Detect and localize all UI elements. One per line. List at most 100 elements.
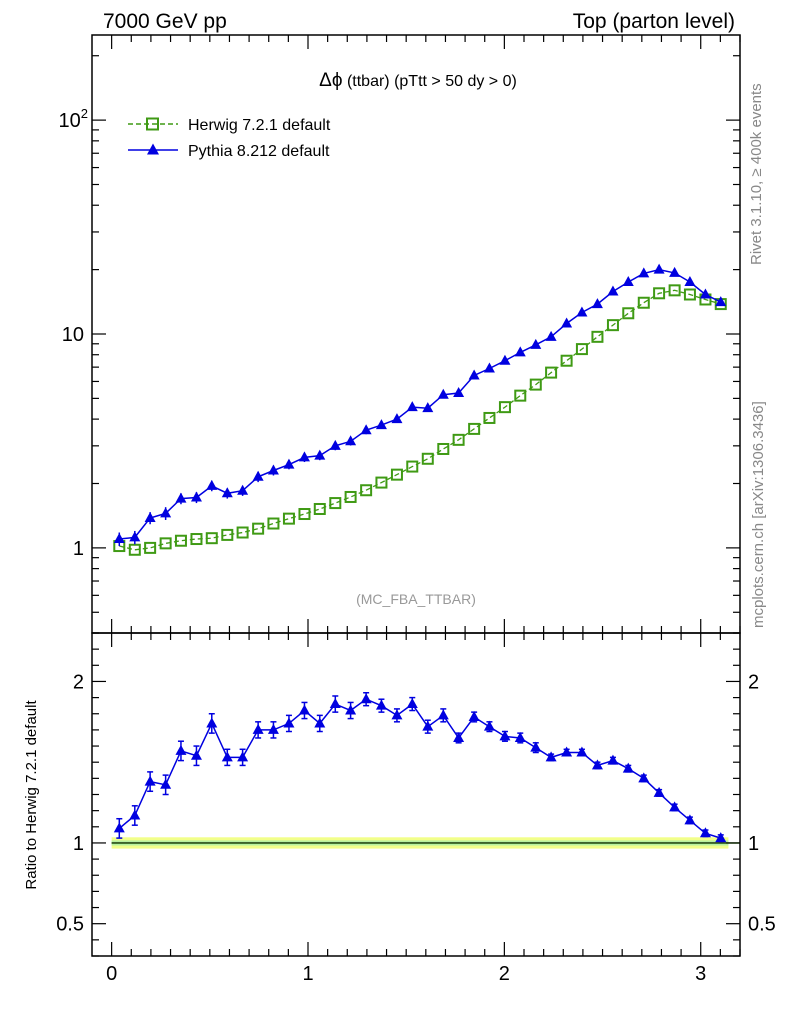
pythia-point — [576, 306, 588, 317]
pythia-point — [283, 458, 295, 469]
side-rivet-label: Rivet 3.1.10, ≥ 400k events — [748, 83, 765, 265]
ratio-pythia-point — [252, 723, 264, 734]
pythia-point — [653, 263, 665, 274]
herwig-point — [174, 534, 187, 547]
ratio-pythia-point — [591, 759, 603, 770]
herwig-point — [375, 476, 388, 489]
herwig-point — [390, 468, 403, 481]
analysis-tag: (MC_FBA_TTBAR) — [356, 591, 476, 607]
pythia-point — [561, 317, 573, 328]
herwig-point — [668, 284, 681, 297]
pythia-point — [591, 298, 603, 309]
legend-pythia-label: Pythia 8.212 default — [188, 143, 330, 160]
pythia-point — [329, 439, 341, 450]
ratio-pythia-point — [453, 731, 465, 742]
ratio-y-tick-label: 1 — [73, 833, 84, 855]
pythia-point — [684, 276, 696, 287]
legend-entry-pythia: Pythia 8.212 default — [128, 143, 330, 160]
ratio-pythia-point — [113, 822, 125, 833]
pythia-point — [267, 464, 279, 475]
side-mcplots-label: mcplots.cern.ch [arXiv:1306.3436] — [750, 401, 767, 628]
pythia-point — [345, 435, 357, 446]
pythia-point — [699, 288, 711, 299]
herwig-point — [159, 537, 172, 550]
herwig-point — [529, 378, 542, 391]
x-tick-label: 1 — [302, 963, 313, 985]
legend: Herwig 7.2.1 default Pythia 8.212 defaul… — [128, 117, 331, 160]
ratio-pythia-line — [118, 698, 722, 839]
ratio-series-layer — [113, 692, 727, 843]
pythia-point — [406, 401, 418, 412]
herwig-point — [498, 401, 511, 414]
pythia-point — [175, 492, 187, 503]
ratio-pythia-point — [267, 723, 279, 734]
main-y-tick-label: 1 — [73, 538, 84, 560]
pythia-point — [360, 424, 372, 435]
header-right: Top (parton level) — [573, 10, 735, 33]
herwig-point — [190, 533, 203, 546]
herwig-point — [298, 508, 311, 521]
ratio-pythia-point — [283, 717, 295, 728]
ratio-pythia-point — [345, 704, 357, 715]
pythia-point — [530, 338, 542, 349]
herwig-point — [236, 526, 249, 539]
herwig-point — [514, 389, 527, 402]
herwig-point — [267, 517, 280, 530]
pythia-point — [314, 449, 326, 460]
pythia-point — [113, 533, 125, 544]
herwig-point — [421, 452, 434, 465]
ratio-pythia-point — [699, 827, 711, 838]
ratio-pythia-point — [653, 786, 665, 797]
ratio-pythia-point — [144, 775, 156, 786]
herwig-point — [437, 442, 450, 455]
ratio-y-tick-label-right: 1 — [748, 833, 759, 855]
pythia-point — [514, 346, 526, 357]
herwig-point — [329, 497, 342, 510]
herwig-point — [252, 522, 265, 535]
ratio-pythia-point — [391, 709, 403, 720]
plot-title-text: (ttbar) (pTtt > 50 dy > 0) — [343, 73, 517, 90]
pythia-point — [545, 330, 557, 341]
herwig-point — [406, 460, 419, 473]
pythia-point — [237, 484, 249, 495]
ratio-uncertainty-band — [111, 837, 740, 849]
ratio-pythia-point — [669, 801, 681, 812]
pythia-point — [638, 267, 650, 278]
pythia-point — [422, 402, 434, 413]
herwig-point — [683, 288, 696, 301]
ratio-pythia-point — [190, 749, 202, 760]
ratio-pythia-point — [406, 698, 418, 709]
herwig-point — [560, 354, 573, 367]
herwig-point — [622, 307, 635, 320]
ratio-pythia-point — [607, 754, 619, 765]
header-left: 7000 GeV pp — [103, 10, 227, 33]
herwig-line — [119, 289, 721, 551]
ratio-plot-frame — [91, 632, 741, 957]
ratio-pythia-point — [483, 720, 495, 731]
ratio-pythia-point — [715, 832, 727, 843]
herwig-point — [221, 528, 234, 541]
ratio-pythia-point — [514, 731, 526, 742]
ratio-y-axis-label: Ratio to Herwig 7.2.1 default — [23, 700, 40, 890]
ratio-pythia-point — [360, 693, 372, 704]
pythia-point — [622, 276, 634, 287]
pythia-point — [607, 285, 619, 296]
pythia-point — [252, 470, 264, 481]
pythia-point — [468, 369, 480, 380]
ratio-pythia-point — [314, 717, 326, 728]
main-y-tick-label-exp: 2 — [81, 106, 88, 121]
pythia-point — [453, 386, 465, 397]
herwig-point — [545, 366, 558, 379]
ratio-axis-ticks: 0.5 0.5 1 1 2 2 0 1 2 3 — [56, 632, 776, 985]
pythia-point — [221, 487, 233, 498]
pythia-point — [483, 362, 495, 373]
ratio-y-tick-label-right: 2 — [748, 671, 759, 693]
herwig-point — [282, 512, 295, 525]
herwig-point — [637, 296, 650, 309]
ratio-y-tick-label-right: 0.5 — [748, 914, 776, 936]
ratio-pythia-point — [375, 699, 387, 710]
ratio-pythia-point — [576, 746, 588, 757]
main-y-tick-label: 10 — [62, 324, 84, 346]
herwig-point — [360, 484, 373, 497]
